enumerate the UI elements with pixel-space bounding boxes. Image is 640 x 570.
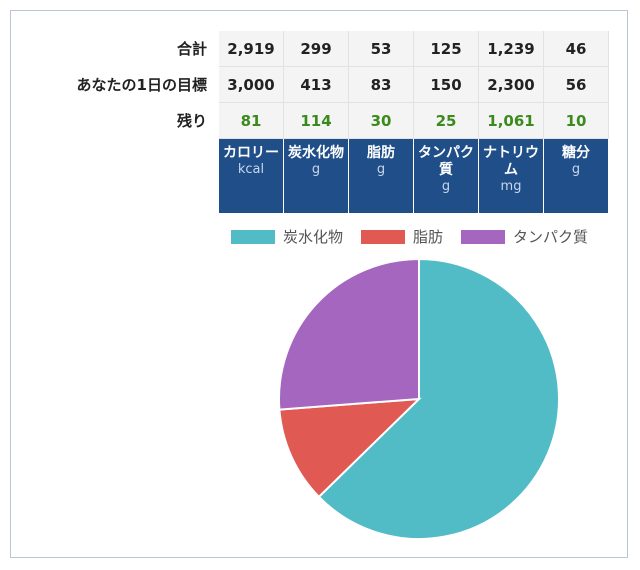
header-name-sugar: 糖分	[562, 145, 590, 161]
legend-item-0[interactable]: 炭水化物	[231, 226, 343, 247]
header-name-protein: タンパク質	[418, 145, 474, 178]
header-fat: 脂肪 g	[348, 138, 414, 213]
pie-slice-2[interactable]	[278, 257, 420, 411]
column-header-row: カロリー kcal 炭水化物 g 脂肪 g タンパク質 g ナトリウム mg 糖…	[11, 138, 609, 213]
legend-swatch-1	[361, 229, 406, 244]
macro-pie-chart	[278, 257, 560, 540]
header-name-sodium: ナトリウム	[483, 145, 539, 178]
header-name-calories: カロリー	[223, 145, 279, 161]
header-carbs: 炭水化物 g	[283, 138, 349, 213]
totals-sugar: 46	[543, 31, 609, 67]
totals-calories: 2,919	[219, 31, 284, 67]
header-sodium: ナトリウム mg	[478, 138, 544, 213]
header-protein: タンパク質 g	[413, 138, 479, 213]
row-label-goal: あなたの1日の目標	[76, 76, 207, 94]
header-unit-sugar: g	[571, 162, 581, 177]
header-unit-protein: g	[441, 179, 451, 194]
header-unit-fat: g	[376, 162, 386, 177]
row-label-totals: 合計	[176, 40, 207, 59]
remaining-calories: 81	[219, 102, 284, 139]
header-unit-calories: kcal	[237, 162, 265, 177]
legend-item-1[interactable]: 脂肪	[361, 226, 443, 247]
remaining-carbs: 114	[283, 102, 349, 139]
totals-carbs: 299	[283, 31, 349, 67]
legend-label-0: 炭水化物	[283, 228, 344, 246]
goal-sodium: 2,300	[478, 66, 544, 103]
chart-legend: 炭水化物 脂肪 タンパク質	[231, 226, 606, 247]
pie-slice-1[interactable]	[278, 397, 422, 499]
legend-swatch-0	[231, 229, 275, 244]
header-sugar: 糖分 g	[543, 138, 609, 213]
goal-row: あなたの1日の目標 3,000 413 83 150 2,300 56	[11, 66, 609, 103]
totals-sodium: 1,239	[478, 31, 544, 67]
legend-item-2[interactable]: タンパク質	[461, 226, 588, 247]
pie-slice-0[interactable]	[317, 257, 560, 540]
nutrition-panel: 合計 2,919 299 53 125 1,239 46 あなたの1日の目標 3…	[10, 10, 628, 558]
remaining-sugar: 10	[543, 102, 609, 139]
remaining-protein: 25	[413, 102, 479, 139]
legend-label-2: タンパク質	[513, 228, 589, 246]
goal-protein: 150	[413, 66, 479, 103]
nutrition-summary-table: 合計 2,919 299 53 125 1,239 46 あなたの1日の目標 3…	[11, 31, 609, 213]
header-unit-carbs: g	[311, 162, 321, 177]
remaining-sodium: 1,061	[478, 102, 544, 139]
totals-fat: 53	[348, 31, 414, 67]
header-name-carbs: 炭水化物	[288, 145, 344, 161]
goal-fat: 83	[348, 66, 414, 103]
remaining-row: 残り 81 114 30 25 1,061 10	[11, 102, 609, 139]
header-name-fat: 脂肪	[367, 145, 395, 161]
header-unit-sodium: mg	[500, 179, 522, 194]
goal-sugar: 56	[543, 66, 609, 103]
legend-label-1: 脂肪	[413, 228, 444, 246]
goal-calories: 3,000	[219, 66, 284, 103]
goal-carbs: 413	[283, 66, 349, 103]
legend-swatch-2	[461, 229, 506, 244]
remaining-fat: 30	[348, 102, 414, 139]
totals-row: 合計 2,919 299 53 125 1,239 46	[11, 31, 609, 67]
row-label-remaining: 残り	[176, 112, 207, 130]
header-calories: カロリー kcal	[219, 138, 284, 213]
totals-protein: 125	[413, 31, 479, 67]
